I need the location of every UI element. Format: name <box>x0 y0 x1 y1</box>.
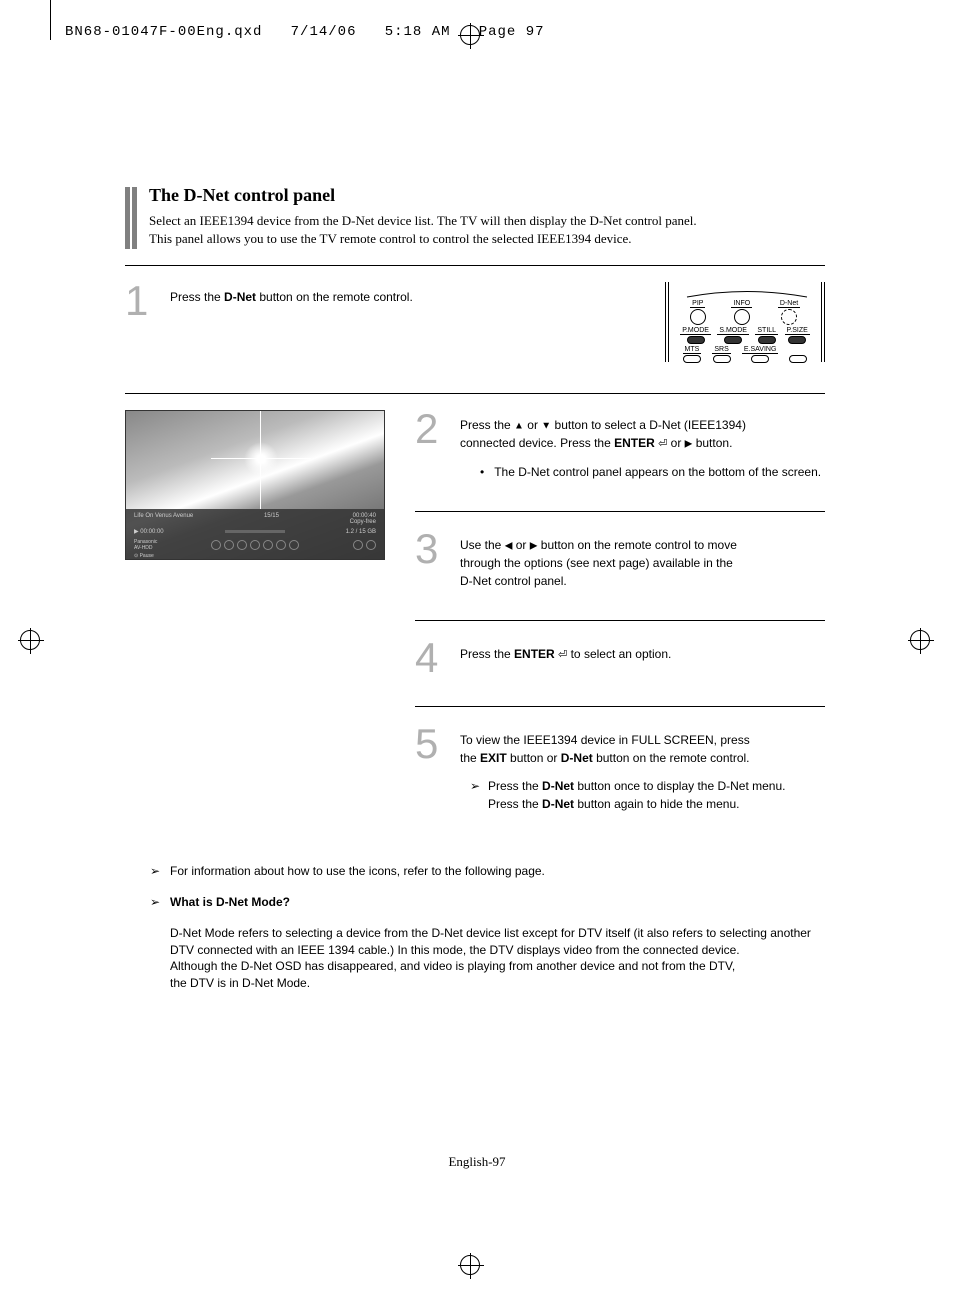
step-5-text: To view the IEEE1394 device in FULL SCRE… <box>460 725 825 813</box>
step-number: 3 <box>415 530 460 568</box>
control-icon <box>366 540 376 550</box>
down-arrow-icon: ▼ <box>541 420 551 431</box>
track-number: 15/15 <box>264 513 279 525</box>
remote-top-curve <box>677 286 817 298</box>
tv-screenshot: Life On Venus Avenue 15/15 00:00:40 Copy… <box>125 410 385 560</box>
dnet-control-panel: Life On Venus Avenue 15/15 00:00:40 Copy… <box>126 509 384 559</box>
step-2-bullet: • The D-Net control panel appears on the… <box>480 463 825 481</box>
control-icon <box>276 540 286 550</box>
step-number: 5 <box>415 725 460 763</box>
step-1-section: 1 Press the D-Net button on the remote c… <box>125 282 825 377</box>
remote-button <box>789 355 807 363</box>
storage-size: 1.2 / 15 GB <box>346 529 376 535</box>
step-number: 1 <box>125 282 170 320</box>
control-icon <box>211 540 221 550</box>
control-icon <box>250 540 260 550</box>
remote-srs-button <box>713 355 731 363</box>
step-2-text: Press the ▲ or ▼ button to select a D-Ne… <box>460 410 825 481</box>
up-arrow-icon: ▲ <box>514 420 524 431</box>
step-number: 4 <box>415 639 460 677</box>
registration-mark-icon <box>910 630 930 650</box>
registration-mark-icon <box>460 1255 480 1275</box>
remote-dnet-button <box>781 309 797 325</box>
playback-controls <box>211 540 299 550</box>
device-name: AV-HDD <box>134 545 153 551</box>
divider <box>415 706 825 707</box>
crop-mark <box>50 0 51 40</box>
remote-still-button <box>758 336 776 344</box>
header-time: 5:18 AM <box>385 24 451 40</box>
step-2: 2 Press the ▲ or ▼ button to select a D-… <box>415 410 825 481</box>
progress-bar <box>225 530 285 533</box>
header-date: 7/14/06 <box>291 24 357 40</box>
copy-status: Copy-free <box>350 519 376 525</box>
title-block: The D-Net control panel Select an IEEE13… <box>125 185 825 249</box>
enter-icon: ⏎ <box>558 649 567 661</box>
title-accent-bars <box>125 185 137 249</box>
section-intro: Select an IEEE1394 device from the D-Net… <box>149 212 825 248</box>
footer-note-1: For information about how to use the ico… <box>150 863 825 880</box>
pause-label: Pause <box>140 553 154 559</box>
control-icon <box>224 540 234 550</box>
footer-note-2-body: D-Net Mode refers to selecting a device … <box>150 925 825 992</box>
remote-mts-button <box>683 355 701 363</box>
remote-psize-button <box>788 336 806 344</box>
lens-flare-graphic <box>241 439 281 479</box>
divider <box>415 511 825 512</box>
control-icon <box>263 540 273 550</box>
document-header: BN68-01047F-00Eng.qxd 7/14/06 5:18 AM Pa… <box>65 24 545 40</box>
play-time: 00:00:00 <box>140 529 163 535</box>
remote-control-diagram: PIP INFO D-Net P.MODE S.MODE STILL P.SIZ… <box>665 282 825 362</box>
divider <box>125 393 825 394</box>
step-number: 2 <box>415 410 460 448</box>
control-icon <box>353 540 363 550</box>
step-3-text: Use the ◀ or ▶ button on the remote cont… <box>460 530 825 590</box>
two-column-layout: Life On Venus Avenue 15/15 00:00:40 Copy… <box>125 410 825 813</box>
step-3: 3 Use the ◀ or ▶ button on the remote co… <box>415 530 825 590</box>
remote-esaving-button <box>751 355 769 363</box>
header-filename: BN68-01047F-00Eng.qxd <box>65 24 262 40</box>
step-4-text: Press the ENTER ⏎ to select an option. <box>460 639 825 664</box>
page-footer: English-97 <box>0 1154 954 1170</box>
remote-pip-button <box>690 309 706 325</box>
divider <box>415 620 825 621</box>
divider <box>125 265 825 266</box>
control-icon <box>289 540 299 550</box>
step-5: 5 To view the IEEE1394 device in FULL SC… <box>415 725 825 813</box>
step-5-note: Press the D-Net button once to display t… <box>470 777 825 813</box>
section-title: The D-Net control panel <box>149 185 825 206</box>
registration-mark-icon <box>20 630 40 650</box>
media-title: Life On Venus Avenue <box>134 513 193 525</box>
remote-pmode-button <box>687 336 705 344</box>
step-4: 4 Press the ENTER ⏎ to select an option. <box>415 639 825 677</box>
header-page: Page 97 <box>479 24 545 40</box>
remote-info-button <box>734 309 750 325</box>
remote-smode-button <box>724 336 742 344</box>
control-icon <box>237 540 247 550</box>
enter-icon: ⏎ <box>658 438 667 450</box>
footer-notes: For information about how to use the ico… <box>150 863 825 992</box>
page-content: The D-Net control panel Select an IEEE13… <box>125 185 825 992</box>
footer-note-2-title: What is D-Net Mode? <box>150 894 825 911</box>
